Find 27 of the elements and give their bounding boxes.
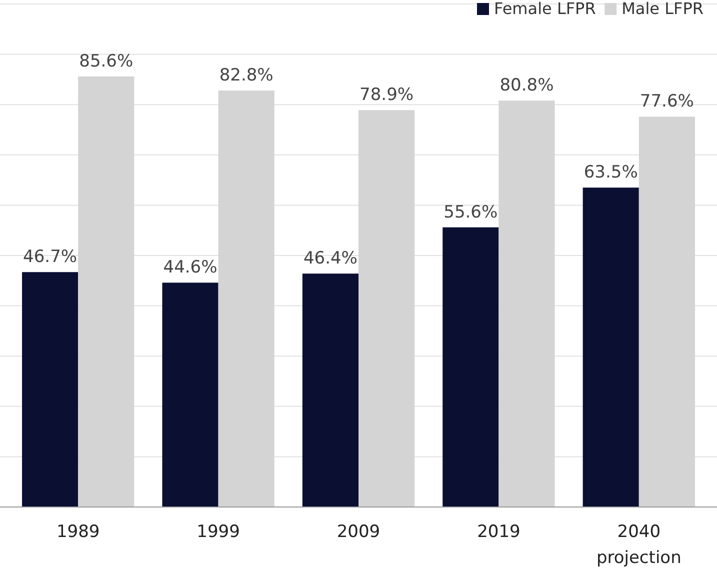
x-tick-label: 1999 [196,522,240,542]
data-label: 82.8% [219,66,274,86]
data-label: 77.6% [640,92,694,112]
bar [162,282,218,507]
legend-label: Female LFPR [494,0,596,18]
data-label: 85.6% [79,51,134,72]
bar [582,188,639,507]
x-tick-label: 1989 [56,522,100,542]
data-label: 80.8% [500,76,554,96]
bar [218,90,274,507]
data-label: 63.5% [584,162,638,183]
data-label: 46.4% [303,248,358,269]
x-tick-label: 2040 projection [596,522,682,568]
data-label: 46.7% [23,247,78,268]
data-label: 78.9% [360,85,414,106]
x-tick-label: 2019 [477,522,520,542]
x-tick-label: 2009 [336,522,380,542]
bar [78,76,134,507]
bar [358,110,415,507]
bar [498,100,555,507]
bar [638,116,695,507]
data-label: 55.6% [444,202,498,222]
legend-label: Male LFPR [622,0,704,18]
data-label: 44.6% [163,258,218,278]
bar [442,227,499,507]
bar [302,274,358,507]
bar [22,272,78,507]
